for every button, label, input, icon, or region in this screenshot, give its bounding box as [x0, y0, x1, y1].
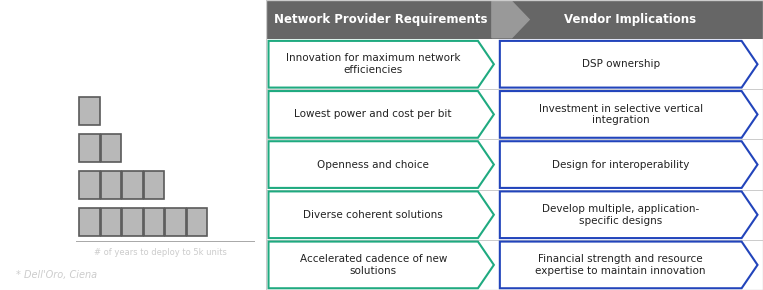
Bar — [266, 89, 763, 90]
Polygon shape — [500, 91, 758, 138]
Bar — [79, 171, 99, 200]
Text: Investment in selective vertical
integration: Investment in selective vertical integra… — [539, 104, 703, 125]
Text: 200G: 200G — [40, 142, 71, 155]
Text: # of years to deploy to 5k units: # of years to deploy to 5k units — [94, 248, 227, 257]
Text: 2.75 years: 2.75 years — [165, 180, 224, 190]
Text: Accelerated cadence of new
solutions: Accelerated cadence of new solutions — [300, 254, 447, 276]
Text: * Dell'Oro, Ciena: * Dell'Oro, Ciena — [16, 270, 97, 280]
Bar — [122, 208, 143, 236]
Polygon shape — [269, 191, 494, 238]
Text: 1.75 years: 1.75 years — [137, 143, 196, 153]
Text: Innovation for maximum network
efficiencies: Innovation for maximum network efficienc… — [286, 53, 461, 75]
Bar — [79, 134, 99, 162]
Polygon shape — [269, 91, 494, 138]
Bar — [143, 208, 164, 236]
Bar — [79, 97, 99, 125]
Text: DSP ownership: DSP ownership — [581, 59, 660, 69]
Text: Diverse coherent solutions: Diverse coherent solutions — [304, 210, 443, 220]
Bar — [266, 0, 763, 39]
Text: 400G: 400G — [40, 105, 71, 118]
Polygon shape — [269, 41, 494, 88]
Bar — [79, 208, 99, 236]
Bar — [101, 134, 121, 162]
Text: 0.75 year: 0.75 year — [110, 106, 163, 116]
Polygon shape — [500, 141, 758, 188]
Text: 40G: 40G — [47, 216, 71, 229]
Polygon shape — [500, 41, 758, 88]
Text: Develop multiple, application-
specific designs: Develop multiple, application- specific … — [542, 204, 700, 226]
Text: Lowest power and cost per bit: Lowest power and cost per bit — [295, 109, 452, 119]
Bar — [266, 240, 763, 241]
Text: Network Provider Requirements: Network Provider Requirements — [275, 13, 488, 26]
Text: 4.5 years: 4.5 years — [213, 217, 265, 227]
Bar — [166, 208, 186, 236]
Bar — [266, 190, 763, 191]
Bar — [143, 171, 164, 200]
Text: Early technology adoption
accelerating: Early technology adoption accelerating — [0, 29, 264, 68]
Polygon shape — [269, 141, 494, 188]
Text: Design for interoperability: Design for interoperability — [552, 160, 690, 170]
Bar — [122, 171, 143, 200]
Text: 100G: 100G — [40, 179, 71, 192]
Polygon shape — [269, 242, 494, 288]
Bar — [101, 208, 121, 236]
Bar — [187, 208, 208, 236]
Bar — [266, 139, 763, 140]
Polygon shape — [500, 191, 758, 238]
Text: Openness and choice: Openness and choice — [317, 160, 429, 170]
Polygon shape — [500, 242, 758, 288]
Text: Financial strength and resource
expertise to maintain innovation: Financial strength and resource expertis… — [536, 254, 706, 276]
Text: Vendor Implications: Vendor Implications — [564, 13, 696, 26]
Polygon shape — [492, 1, 530, 38]
Bar — [101, 171, 121, 200]
Bar — [76, 241, 256, 242]
